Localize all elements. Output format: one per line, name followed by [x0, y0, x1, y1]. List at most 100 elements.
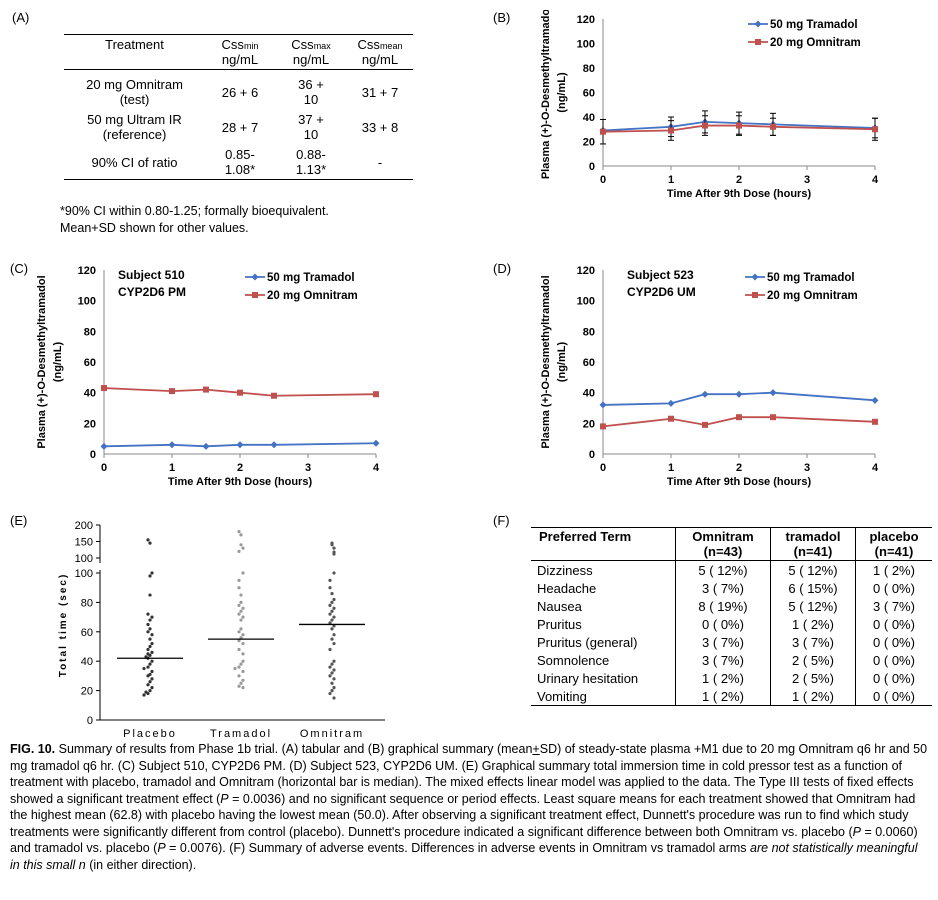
panel-label-d: (D) [493, 261, 512, 276]
data-point [146, 647, 150, 652]
x-axis-label: Time After 9th Dose (hours) [168, 476, 313, 488]
data-point [373, 391, 379, 398]
series-line [602, 124, 876, 133]
legend-marker [252, 292, 258, 298]
y-tick-label: 0 [87, 715, 93, 727]
genotype-label: CYP2D6 PM [118, 285, 186, 299]
col-placebo: placebo (n=41) [855, 527, 932, 561]
data-point [146, 612, 150, 616]
data-point [237, 630, 241, 634]
data-point [169, 388, 175, 395]
data-point [330, 681, 334, 685]
col-css-max: Cssmax ng/mL [275, 34, 347, 70]
data-point [239, 609, 243, 613]
data-point [241, 659, 245, 663]
series-line [103, 387, 377, 397]
y-tick-label: 60 [81, 627, 93, 639]
data-point [237, 612, 241, 616]
y-tick-label: 100 [577, 39, 595, 51]
data-point [237, 684, 241, 688]
x-tick-label: 1 [668, 462, 674, 474]
data-point [148, 637, 152, 641]
data-point [148, 644, 152, 649]
data-point [146, 538, 150, 542]
y-tick-label: 80 [84, 326, 96, 338]
data-point [736, 414, 742, 421]
y-axis-label: Plasma (+)-O-Desmethyltramadol [36, 275, 48, 448]
data-point [148, 653, 152, 657]
data-point [668, 415, 674, 422]
data-point [148, 662, 152, 666]
y-tick-label: 20 [583, 418, 595, 430]
adverse-events-table: Preferred Term Omnitram (n=43) tramadol (n… [531, 527, 932, 706]
series-line [602, 416, 876, 428]
table-row: Vomiting 1 ( 2%) 1 ( 2%) 0 ( 0%) [531, 687, 932, 706]
x-tick-label: 0 [600, 462, 606, 474]
panel-label-f: (F) [493, 513, 510, 528]
chart-d: 0 20 40 60 80 100 120 0 1 2 3 4 Time After 9th Dose … [540, 265, 879, 488]
panel-label-a: (A) [12, 10, 30, 25]
data-point [148, 680, 152, 684]
data-point [328, 691, 332, 696]
y-axis-label: Plasma (+)-O-Desmethyltramadol [540, 10, 552, 179]
data-point [770, 123, 776, 130]
data-point [239, 681, 243, 685]
panel-label-e: (E) [10, 513, 28, 528]
y-tick-label: 100 [75, 568, 93, 580]
data-point [241, 686, 245, 690]
data-point [332, 641, 336, 646]
y-tick-label: 100 [75, 553, 93, 565]
table-row: Pruritus (general) 3 ( 7%) 3 ( 7%) 0 ( 0%) [531, 633, 932, 651]
data-point [667, 399, 675, 407]
legend-label: 50 mg Tramadol [770, 19, 858, 31]
data-point [372, 439, 380, 447]
data-point [770, 414, 776, 421]
summary-table: Treatment Cssmin ng/mL Cssmax ng/mL Cssmea… [64, 34, 413, 180]
y-tick-label: 0 [589, 449, 595, 461]
data-point [239, 593, 243, 597]
data-point [239, 662, 243, 666]
table-row: Dizziness 5 ( 12%) 5 ( 12%) 1 ( 2%) [531, 560, 932, 579]
data-point [330, 543, 334, 547]
data-point [237, 578, 241, 582]
y-tick-label: 60 [583, 88, 595, 100]
x-tick-label: 3 [804, 462, 810, 474]
data-point [148, 689, 152, 693]
data-point [872, 126, 878, 133]
data-point [150, 641, 154, 646]
data-point [146, 674, 150, 678]
data-point [330, 637, 334, 641]
table-footnote-1: *90% CI within 0.80-1.25; formally bioeq… [60, 204, 329, 218]
y-tick-label: 60 [583, 357, 595, 369]
data-point [735, 390, 743, 398]
data-point [237, 586, 241, 590]
legend-label: 50 mg Tramadol [267, 272, 355, 284]
y-tick-label: 150 [75, 537, 93, 549]
y-axis-label: Total time (sec) [58, 573, 69, 678]
data-point [239, 636, 243, 640]
data-point [142, 666, 146, 671]
data-point [328, 647, 332, 652]
panel-label-c: (C) [10, 261, 29, 276]
data-point [239, 618, 243, 622]
data-point [233, 666, 237, 671]
data-point [328, 665, 332, 669]
y-tick-label: 80 [81, 597, 93, 609]
data-point [237, 603, 241, 607]
data-point [142, 693, 146, 697]
data-point [330, 609, 334, 613]
data-point [270, 441, 278, 449]
data-point [241, 633, 245, 637]
series-line [602, 120, 876, 132]
legend-marker [754, 20, 762, 28]
subject-label: Subject 523 [627, 268, 694, 282]
y-tick-label: 40 [583, 112, 595, 124]
data-point [332, 633, 336, 637]
y-tick-label: 120 [577, 14, 595, 26]
data-point [168, 441, 176, 449]
data-point [328, 586, 332, 590]
series-line [602, 391, 876, 406]
y-tick-label: 0 [589, 161, 595, 173]
x-tick-label: 4 [872, 174, 879, 186]
y-tick-label: 40 [84, 388, 96, 400]
